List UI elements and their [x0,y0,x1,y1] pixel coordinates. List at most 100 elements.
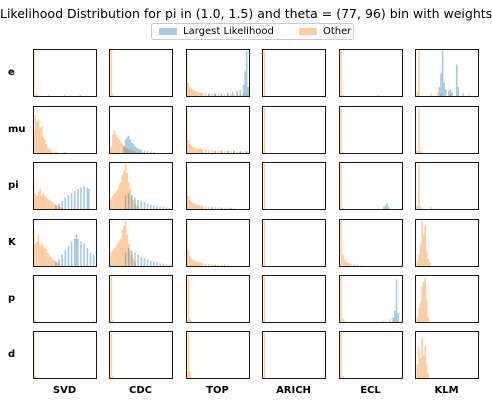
bar-other-e-TOP-22 [239,94,242,96]
bar-other-pi-ARICH-0 [263,164,266,209]
bar-other-p-ECL-2 [343,320,346,322]
bar-largest-e-KLM-3 [443,82,445,96]
bar-largest-p-ECL-0 [392,317,395,322]
bar-other-K-CDC-16 [134,261,136,266]
bar-other-pi-KLM-2 [419,206,422,209]
bar-other-K-KLM-8 [429,262,431,266]
panel-pi-CDC [109,162,173,210]
bar-other-mu-KLM-0 [416,150,419,153]
bar-other-mu-TOP-16 [220,150,223,153]
bar-other-e-TOP-11 [204,93,207,96]
bar-other-pi-CDC-12 [127,182,130,209]
bar-other-pi-TOP-13 [211,207,213,209]
bar-other-K-TOP-3 [190,258,193,266]
bar-other-e-CDC-1 [112,93,114,96]
bar-other-p-TOP-2 [190,320,193,322]
bar-largest-pi-SVD-5 [70,193,73,209]
bar-other-pi-SVD-13 [53,203,56,209]
panel-frame-K-KLM [415,219,479,267]
bar-other-pi-SVD-6 [42,193,45,209]
bar-largest-K-SVD-10 [83,243,85,266]
bar-largest-e-SVD-0 [47,95,50,96]
bar-largest-mu-SVD-0 [55,152,57,153]
bar-other-p-ECL-1 [342,319,344,322]
bar-largest-K-SVD-4 [67,245,70,266]
bar-other-pi-CDC-18 [137,206,139,209]
bar-other-K-SVD-11 [50,257,52,266]
bar-other-p-TOP-0 [187,277,190,322]
bar-other-K-TOP-17 [223,264,226,266]
panel-p-ECL [339,275,403,323]
bar-other-K-CDC-8 [121,230,124,266]
bar-other-K-SVD-4 [39,245,41,266]
bar-other-mu-CDC-3 [113,130,116,153]
bar-largest-pi-TOP-1 [220,207,223,209]
col-label-top: TOP [206,385,229,396]
bar-other-K-TOP-13 [211,264,213,266]
bar-largest-e-KLM-4 [444,89,447,96]
bar-other-e-TOP-6 [195,91,198,96]
chart-legend: Largest Likelihood Other [151,23,354,40]
bar-other-K-KLM-6 [426,252,428,266]
bar-other-e-TOP-16 [220,94,223,96]
bar-other-d-KLM-2 [419,357,422,378]
bar-other-mu-TOP-20 [233,151,235,153]
bar-other-pi-KLM-1 [418,164,420,209]
bar-other-K-SVD-7 [44,248,46,266]
bar-other-mu-TOP-13 [211,150,213,153]
col-label-arich: ARICH [276,385,311,396]
bar-other-mu-CDC-7 [120,141,122,153]
bar-largest-pi-CDC-1 [127,193,130,209]
bar-other-e-TOP-9 [200,92,202,96]
bar-other-K-ECL-2 [343,259,346,266]
bar-other-K-TOP-10 [201,263,204,266]
bar-largest-pi-SVD-9 [83,186,85,209]
panel-frame-p-CDC [109,275,173,323]
bar-other-mu-CDC-8 [121,144,124,153]
panel-e-ARICH [262,49,326,97]
bar-other-mu-KLM-2 [419,150,422,153]
bar-other-pi-SVD-17 [59,206,62,209]
panel-pi-ECL [339,162,403,210]
bar-other-d-CDC-0 [110,333,113,378]
panel-frame-mu-TOP [186,106,250,154]
panel-e-CDC [109,49,173,97]
panel-frame-p-KLM [415,275,479,323]
bar-other-e-KLM-2 [430,93,433,96]
bar-other-p-ARICH-0 [263,277,266,322]
bar-other-e-TOP-7 [197,91,199,96]
bar-other-mu-TOP-8 [198,148,201,153]
bar-other-K-KLM-0 [416,261,419,266]
bar-other-K-TOP-5 [193,260,196,266]
panel-p-CDC [109,275,173,323]
bar-other-K-SVD-13 [53,260,56,266]
bar-other-mu-TOP-12 [208,150,210,153]
bar-other-pi-SVD-2 [36,195,38,209]
bar-other-K-ECL-1 [342,254,344,266]
bar-other-K-ECL-4 [346,262,349,266]
bar-largest-e-TOP-9 [245,51,248,96]
bar-other-e-ECL-1 [342,95,344,96]
bar-other-p-TOP-1 [189,318,191,322]
bar-other-pi-TOP-5 [193,203,196,209]
bar-other-e-KLM-4 [440,93,442,96]
bar-largest-e-TOP-5 [236,90,238,96]
bar-largest-e-KLM-6 [449,89,452,96]
bar-other-e-TOP-12 [208,93,210,96]
bar-other-mu-CDC-1 [110,146,113,153]
bar-other-e-TOP-5 [193,90,196,96]
bar-other-e-KLM-0 [416,92,419,96]
bar-other-K-SVD-12 [51,259,54,266]
bar-other-e-TOP-8 [198,92,201,96]
col-label-ecl: ECL [360,385,381,396]
bar-largest-pi-TOP-0 [211,207,213,209]
bar-other-pi-ECL-1 [342,207,344,209]
panel-pi-TOP [186,162,250,210]
bar-largest-e-TOP-3 [226,92,229,96]
bar-other-pi-CDC-9 [123,170,125,209]
bar-other-pi-TOP-3 [190,201,193,209]
bar-largest-mu-CDC-1 [124,139,127,153]
panel-d-SVD [33,331,97,379]
bar-other-K-ECL-9 [361,265,363,266]
bar-other-pi-SVD-8 [45,197,48,209]
